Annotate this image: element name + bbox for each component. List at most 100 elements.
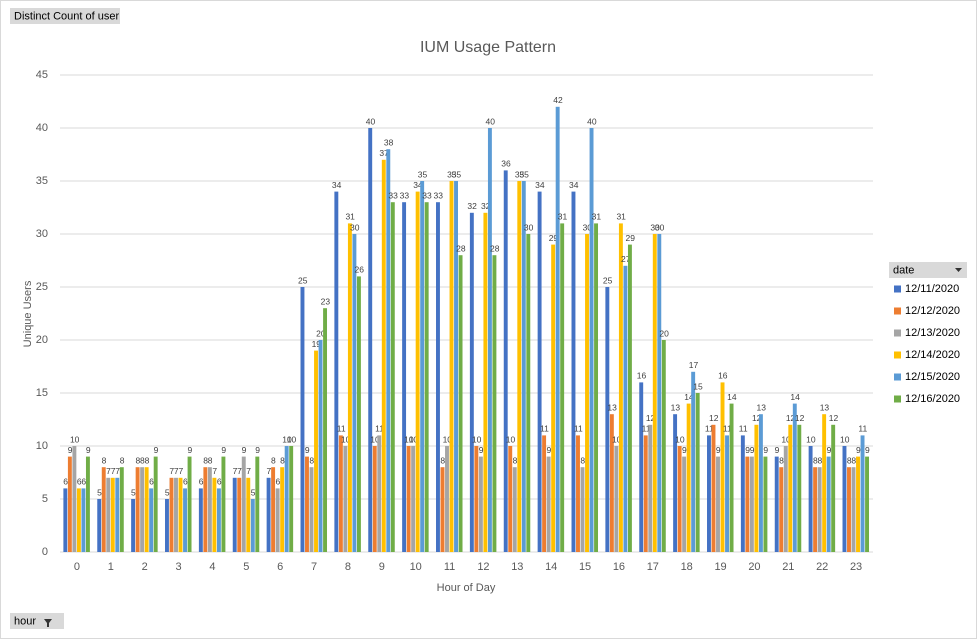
bar <box>144 467 149 552</box>
data-label: 12 <box>829 413 839 423</box>
legend-label: 12/12/2020 <box>905 305 960 317</box>
x-tick-label: 17 <box>647 561 659 573</box>
legend-label: 12/16/2020 <box>905 393 960 405</box>
data-label: 9 <box>242 445 247 455</box>
bar <box>445 446 449 552</box>
bar <box>411 446 416 552</box>
data-label: 7 <box>115 466 120 476</box>
bar <box>492 255 497 552</box>
legend-field-button[interactable] <box>889 262 967 278</box>
bar <box>85 456 90 552</box>
data-label: 5 <box>251 487 256 497</box>
data-label: 9 <box>716 445 721 455</box>
bar <box>381 159 386 553</box>
data-label: 6 <box>217 477 222 487</box>
data-label: 9 <box>856 445 861 455</box>
data-label: 8 <box>818 455 823 465</box>
y-tick-label: 5 <box>42 493 48 505</box>
x-tick-label: 20 <box>748 561 760 573</box>
axis-field-label: hour <box>14 615 36 627</box>
bar <box>300 287 305 552</box>
bar <box>594 223 599 552</box>
x-tick-label: 16 <box>613 561 625 573</box>
data-label: 9 <box>154 445 159 455</box>
bar <box>508 446 513 552</box>
data-label: 6 <box>149 477 154 487</box>
bar <box>458 255 463 552</box>
data-label: 8 <box>136 455 141 465</box>
legend-title: date <box>893 264 914 276</box>
bar <box>289 446 294 552</box>
data-label: 7 <box>174 466 179 476</box>
data-label: 35 <box>452 169 462 179</box>
data-label: 29 <box>625 233 635 243</box>
x-tick-label: 19 <box>714 561 726 573</box>
bar <box>377 435 382 552</box>
bar <box>356 276 361 552</box>
x-tick-label: 12 <box>477 561 489 573</box>
data-label: 9 <box>255 445 260 455</box>
y-tick-label: 45 <box>36 69 48 81</box>
data-label: 9 <box>745 445 750 455</box>
data-label: 10 <box>443 434 453 444</box>
bar <box>774 456 779 552</box>
bar <box>576 435 580 552</box>
bar <box>609 414 614 552</box>
bar <box>826 456 831 552</box>
bar <box>203 467 208 552</box>
data-label: 8 <box>851 455 856 465</box>
data-label: 11 <box>337 424 346 434</box>
data-label: 17 <box>689 360 699 370</box>
bar <box>695 393 700 552</box>
bar <box>555 106 560 553</box>
bar <box>856 456 860 552</box>
bar <box>207 467 212 552</box>
data-label: 9 <box>775 445 780 455</box>
bar <box>440 467 445 552</box>
data-label: 6 <box>199 477 204 487</box>
y-tick-label: 0 <box>42 546 48 558</box>
bar <box>865 456 870 552</box>
data-label: 11 <box>574 424 583 434</box>
legend-label: 12/13/2020 <box>905 327 960 339</box>
data-label: 10 <box>506 434 516 444</box>
data-label: 29 <box>549 233 559 243</box>
bar <box>323 308 328 552</box>
x-tick-label: 5 <box>243 561 249 573</box>
data-label: 11 <box>540 424 549 434</box>
bar <box>546 456 551 552</box>
data-label: 9 <box>479 445 484 455</box>
data-label: 6 <box>81 477 86 487</box>
data-label: 9 <box>68 445 73 455</box>
data-label: 16 <box>637 371 647 381</box>
data-label: 13 <box>671 402 681 412</box>
data-label: 8 <box>847 455 852 465</box>
data-label: 10 <box>404 434 414 444</box>
data-label: 7 <box>212 466 217 476</box>
value-field-button[interactable] <box>10 8 120 24</box>
bar <box>212 477 217 552</box>
bar <box>165 499 169 552</box>
bar <box>478 456 483 552</box>
bar <box>792 403 797 552</box>
bar <box>551 244 556 552</box>
x-tick-label: 3 <box>176 561 182 573</box>
bar <box>314 350 318 552</box>
data-label: 11 <box>858 424 867 434</box>
legend-swatch <box>894 329 901 337</box>
data-label: 8 <box>440 455 445 465</box>
axis-field-button[interactable] <box>10 613 64 629</box>
bar <box>216 488 221 552</box>
data-label: 12 <box>795 413 805 423</box>
data-label: 10 <box>612 434 622 444</box>
data-label: 15 <box>693 381 703 391</box>
bar <box>449 181 454 552</box>
bar <box>402 202 407 552</box>
data-label: 9 <box>305 445 310 455</box>
x-tick-label: 4 <box>209 561 215 573</box>
data-label: 40 <box>366 116 376 126</box>
bar <box>63 488 68 552</box>
bar <box>808 446 813 552</box>
filter-icon <box>44 619 52 627</box>
